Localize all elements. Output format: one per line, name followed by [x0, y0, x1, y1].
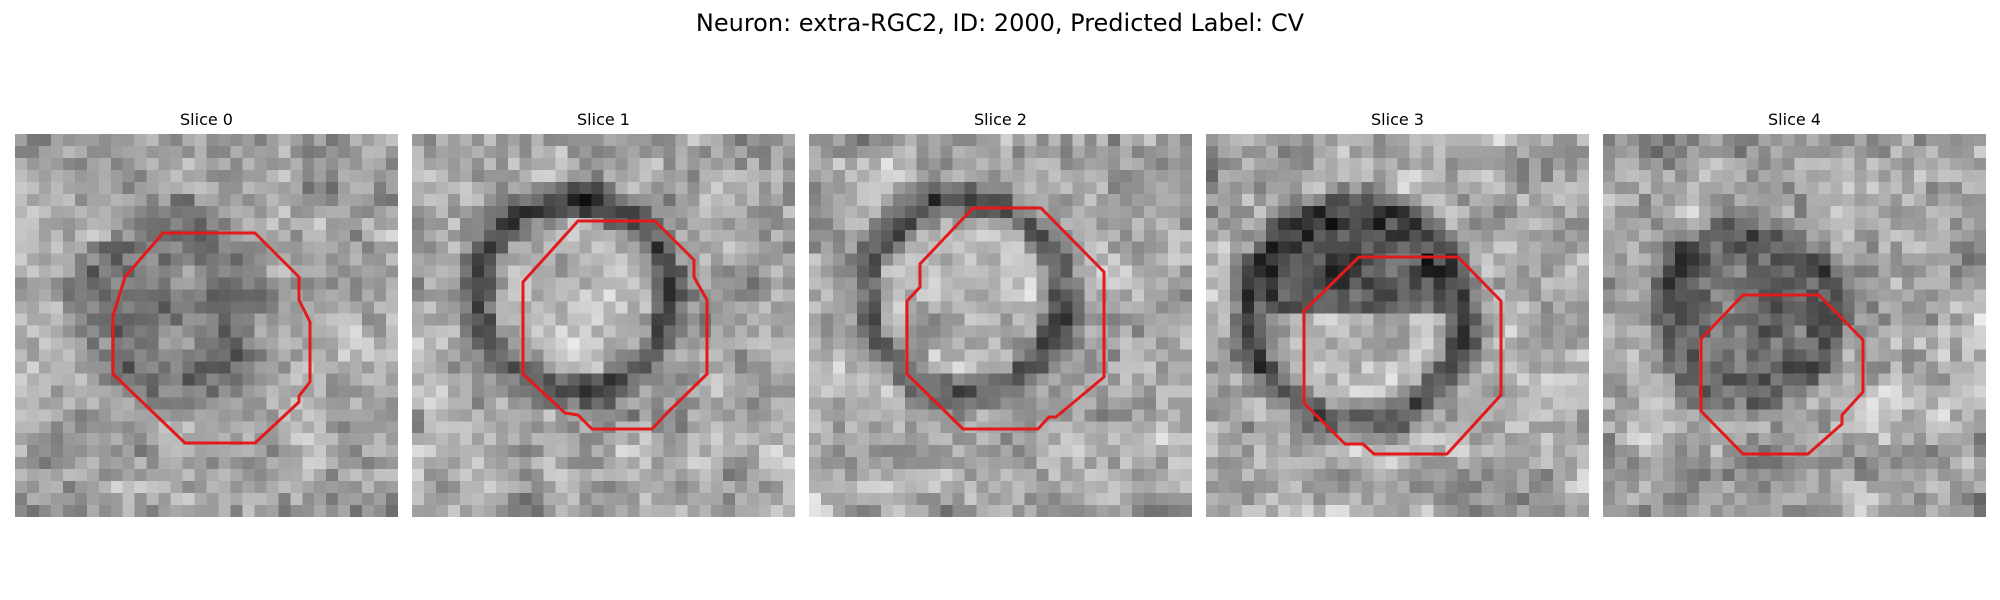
- microscopy-slice-image: [412, 134, 795, 517]
- microscopy-slice-image: [1206, 134, 1589, 517]
- microscopy-slice-image: [15, 134, 398, 517]
- slice-title: Slice 3: [1371, 110, 1424, 129]
- slice-title: Slice 2: [974, 110, 1027, 129]
- slice-title: Slice 1: [577, 110, 630, 129]
- figure-title: Neuron: extra-RGC2, ID: 2000, Predicted …: [695, 9, 1305, 37]
- slice-panel-4: Slice 4: [1603, 108, 1986, 517]
- microscopy-slice-image: [809, 134, 1192, 517]
- slice-panel-0: Slice 0: [15, 108, 398, 517]
- slice-title: Slice 4: [1768, 110, 1821, 129]
- slice-panel-2: Slice 2: [809, 108, 1192, 517]
- microscopy-slice-image: [1603, 134, 1986, 517]
- slice-panel-1: Slice 1: [412, 108, 795, 517]
- slice-title: Slice 0: [180, 110, 233, 129]
- slice-panel-3: Slice 3: [1206, 108, 1589, 517]
